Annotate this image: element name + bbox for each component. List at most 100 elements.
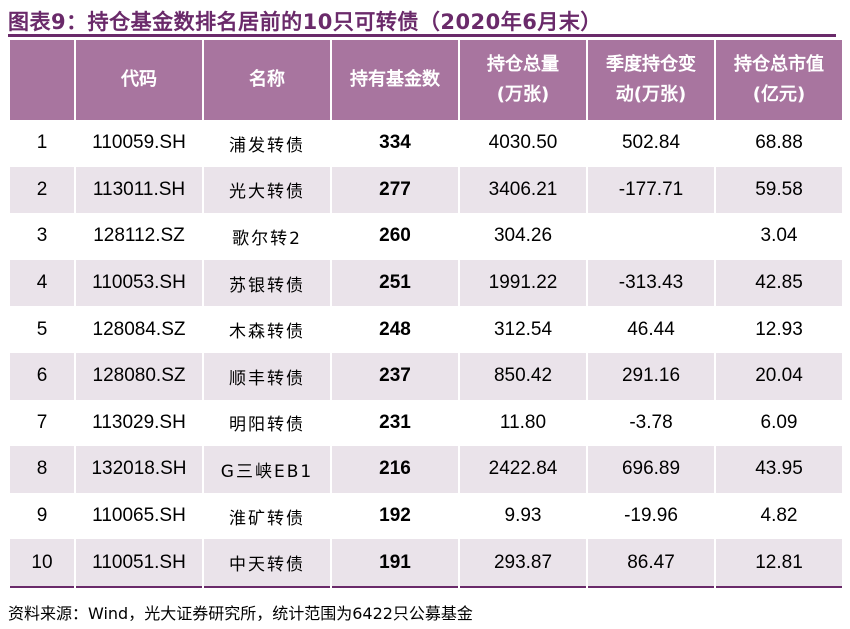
cell-code: 113029.SH: [92, 411, 186, 433]
table-row: 4 110053.SH 苏银转债 251 1991.22 -313.43 42.85: [10, 259, 842, 307]
cell-code: 110065.SH: [92, 505, 186, 527]
cell-rank: 9: [36, 505, 48, 527]
column-header: 持仓总市值 (亿元): [716, 40, 842, 120]
cell-rank: 6: [10, 352, 74, 400]
table-row: 7 113029.SH 明阳转债 231 11.80 -3.78 6.09: [10, 400, 842, 447]
cell-holding: 3406.21: [460, 166, 586, 214]
cell-value: 42.85: [716, 259, 842, 307]
column-header: 名称: [204, 40, 330, 120]
cell-code: 128084.SZ: [92, 318, 186, 340]
column-header: 季度持仓变动(万张): [588, 40, 714, 120]
cell-rank: 2: [10, 166, 74, 214]
cell-funds: 277: [332, 166, 458, 214]
cell-holding: 4030.50: [488, 132, 558, 154]
cell-name: 苏银转债: [204, 259, 330, 307]
column-header-line1: 持有基金数: [350, 69, 440, 90]
cell-holding: 2422.84: [460, 446, 586, 493]
cell-funds: 260: [379, 225, 411, 247]
cell-change: -313.43: [588, 259, 714, 307]
cell-rank: 7: [36, 411, 48, 433]
cell-funds: 216: [332, 446, 458, 493]
cell-value: 20.04: [716, 352, 842, 400]
cell-name: G三峡EB1: [204, 446, 330, 493]
table-row: 5 128084.SZ 木森转债 248 312.54 46.44 12.93: [10, 306, 842, 353]
cell-rank: 3: [36, 225, 48, 247]
table-row: 8 132018.SH G三峡EB1 216 2422.84 696.89 43.95: [10, 446, 842, 493]
cell-rank: 5: [36, 318, 48, 340]
header-row: 代码 名称 持有基金数 持仓总量 (万张) 季度持仓变动(万张) 持仓总市值 (亿元): [10, 40, 842, 120]
table-row: 3 128112.SZ 歌尔转2 260 304.26 3.04: [10, 213, 842, 260]
cell-funds: 191: [332, 539, 458, 588]
column-header-line1: 持仓总市值: [734, 54, 824, 75]
cell-code: 132018.SH: [76, 446, 202, 493]
cell-change: 86.47: [588, 539, 714, 588]
cell-name: 顺丰转债: [204, 352, 330, 400]
cell-holding: 850.42: [460, 352, 586, 400]
column-header: 持有基金数: [332, 40, 458, 120]
cell-funds: 237: [332, 352, 458, 400]
table-row: 1 110059.SH 浦发转债 334 4030.50 502.84 68.88: [10, 120, 842, 167]
source-note: 资料来源：Wind，光大证券研究所，统计范围为6422只公募基金: [8, 604, 473, 623]
cell-change: 46.44: [627, 318, 675, 340]
cell-holding: 304.26: [493, 225, 553, 247]
cell-code: 110051.SH: [76, 539, 202, 588]
column-header-line1: 季度持仓变: [606, 54, 696, 75]
column-header: 代码: [76, 40, 202, 120]
cell-funds: 334: [379, 132, 411, 154]
figure-title: 图表9：持仓基金数排名居前的10只可转债（2020年6月末）: [8, 10, 602, 34]
cell-holding: 11.80: [499, 411, 547, 433]
table-row: 6 128080.SZ 顺丰转债 237 850.42 291.16 20.04: [10, 352, 842, 400]
column-header-line2: 动(万张): [615, 84, 687, 105]
cell-change: 502.84: [621, 132, 681, 154]
cell-code: 128112.SZ: [93, 225, 185, 247]
cell-name: 浦发转债: [229, 135, 305, 156]
cell-rank: 8: [10, 446, 74, 493]
cell-value: 59.58: [716, 166, 842, 214]
cell-value: 12.81: [716, 539, 842, 588]
cell-name: 淮矿转债: [229, 508, 305, 529]
cell-name: 明阳转债: [229, 415, 305, 436]
cell-code: 110059.SH: [92, 132, 186, 154]
cell-value: 6.09: [760, 411, 798, 433]
cell-code: 113011.SH: [76, 166, 202, 214]
column-header-line2: (亿元): [752, 84, 806, 105]
cell-value: 68.88: [755, 132, 803, 154]
cell-name: 光大转债: [204, 166, 330, 214]
cell-code: 128080.SZ: [76, 352, 202, 400]
table-body: 1 110059.SH 浦发转债 334 4030.50 502.84 68.88 2 1130…: [10, 120, 842, 588]
cell-change: [588, 213, 714, 260]
cell-name: 木森转债: [229, 322, 305, 343]
column-header-line1: 名称: [249, 69, 285, 90]
cell-change: 696.89: [588, 446, 714, 493]
cell-holding: 293.87: [460, 539, 586, 588]
column-header-line1: 持仓总量: [487, 54, 559, 75]
cell-value: 4.82: [760, 505, 798, 527]
column-header-line2: (万张): [496, 84, 550, 105]
cell-funds: 248: [379, 318, 411, 340]
cell-holding: 312.54: [493, 318, 553, 340]
table-row: 2 113011.SH 光大转债 277 3406.21 -177.71 59.58: [10, 166, 842, 214]
cell-funds: 231: [379, 411, 411, 433]
title-divider: [8, 34, 836, 37]
column-header: [10, 40, 74, 120]
table-row: 9 110065.SH 淮矿转债 192 9.93 -19.96 4.82: [10, 493, 842, 540]
cell-rank: 10: [10, 539, 74, 588]
cell-rank: 1: [36, 132, 48, 154]
column-header: 持仓总量 (万张): [460, 40, 586, 120]
column-header-line1: 代码: [121, 69, 157, 90]
cell-name: 中天转债: [204, 539, 330, 588]
cell-change: 291.16: [588, 352, 714, 400]
cell-value: 3.04: [760, 225, 798, 247]
cell-code: 110053.SH: [76, 259, 202, 307]
cell-holding: 9.93: [504, 505, 542, 527]
cell-holding: 1991.22: [460, 259, 586, 307]
cell-change: -19.96: [624, 505, 678, 527]
cell-name: 歌尔转2: [232, 228, 302, 249]
cell-funds: 192: [379, 505, 411, 527]
cell-change: -3.78: [629, 411, 673, 433]
table-row: 10 110051.SH 中天转债 191 293.87 86.47 12.81: [10, 539, 842, 588]
convertible-bond-table: 代码 名称 持有基金数 持仓总量 (万张) 季度持仓变动(万张) 持仓总市值 (亿元) 1 11…: [8, 40, 844, 588]
cell-change: -177.71: [588, 166, 714, 214]
cell-value: 12.93: [755, 318, 803, 340]
cell-value: 43.95: [716, 446, 842, 493]
